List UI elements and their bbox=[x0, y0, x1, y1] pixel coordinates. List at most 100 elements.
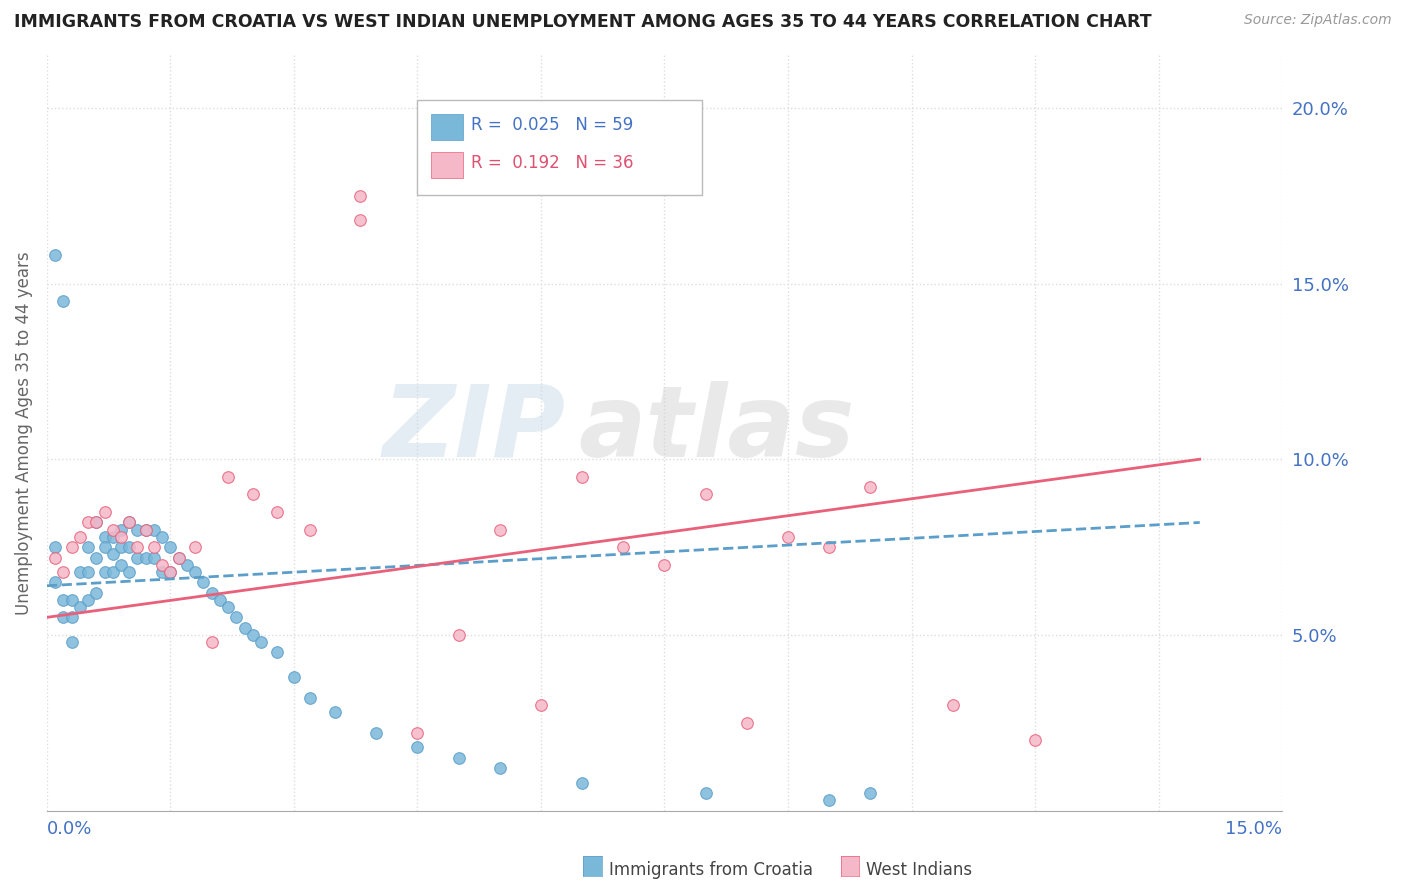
Point bbox=[77, 565, 100, 579]
Point bbox=[1024, 733, 1046, 747]
Y-axis label: Unemployment Among Ages 35 to 44 years: Unemployment Among Ages 35 to 44 years bbox=[15, 251, 32, 615]
Point bbox=[44, 248, 66, 262]
Point bbox=[110, 540, 132, 554]
Point bbox=[818, 793, 841, 807]
Point bbox=[299, 691, 322, 706]
Point bbox=[150, 565, 173, 579]
Text: IMMIGRANTS FROM CROATIA VS WEST INDIAN UNEMPLOYMENT AMONG AGES 35 TO 44 YEARS CO: IMMIGRANTS FROM CROATIA VS WEST INDIAN U… bbox=[14, 13, 1152, 31]
Point bbox=[118, 540, 141, 554]
Point bbox=[84, 586, 107, 600]
Text: atlas: atlas bbox=[578, 381, 855, 477]
Point bbox=[488, 761, 510, 775]
Point bbox=[571, 775, 593, 789]
Text: ZIP: ZIP bbox=[382, 381, 565, 477]
Text: R =  0.025   N = 59: R = 0.025 N = 59 bbox=[471, 116, 633, 135]
Text: West Indians: West Indians bbox=[866, 861, 972, 879]
Point bbox=[69, 529, 91, 543]
Point bbox=[349, 188, 371, 202]
Point bbox=[77, 516, 100, 530]
Point bbox=[488, 523, 510, 537]
Point bbox=[135, 550, 157, 565]
Point bbox=[84, 516, 107, 530]
Point bbox=[135, 523, 157, 537]
Point bbox=[118, 516, 141, 530]
Point bbox=[571, 470, 593, 484]
Point bbox=[110, 558, 132, 572]
Point bbox=[217, 599, 239, 614]
Point bbox=[142, 523, 165, 537]
Point bbox=[217, 470, 239, 484]
Point bbox=[366, 726, 388, 740]
Point bbox=[93, 540, 115, 554]
Point bbox=[150, 529, 173, 543]
Text: R =  0.192   N = 36: R = 0.192 N = 36 bbox=[471, 154, 633, 172]
Point bbox=[184, 565, 207, 579]
Point bbox=[447, 751, 470, 765]
Point bbox=[159, 565, 181, 579]
Text: 0.0%: 0.0% bbox=[46, 820, 93, 838]
Point bbox=[44, 575, 66, 590]
Point bbox=[77, 540, 100, 554]
Point bbox=[859, 480, 882, 494]
Point bbox=[242, 628, 264, 642]
Point bbox=[127, 550, 149, 565]
Point bbox=[167, 550, 190, 565]
Point bbox=[818, 540, 841, 554]
FancyBboxPatch shape bbox=[418, 101, 702, 195]
Point bbox=[242, 487, 264, 501]
Point bbox=[118, 565, 141, 579]
Point bbox=[60, 592, 83, 607]
Point bbox=[84, 550, 107, 565]
Point bbox=[101, 529, 124, 543]
Point bbox=[127, 540, 149, 554]
Text: 15.0%: 15.0% bbox=[1225, 820, 1282, 838]
Point bbox=[695, 786, 717, 800]
Point bbox=[127, 523, 149, 537]
Point bbox=[101, 547, 124, 561]
Point bbox=[176, 558, 198, 572]
Point bbox=[60, 610, 83, 624]
Point bbox=[612, 540, 634, 554]
Point bbox=[69, 565, 91, 579]
Point bbox=[118, 516, 141, 530]
Point bbox=[406, 740, 429, 755]
Point bbox=[142, 550, 165, 565]
Point bbox=[735, 715, 758, 730]
Point bbox=[44, 550, 66, 565]
Point bbox=[349, 213, 371, 227]
Point bbox=[200, 586, 222, 600]
Point bbox=[859, 786, 882, 800]
Point bbox=[93, 529, 115, 543]
Point bbox=[167, 550, 190, 565]
FancyBboxPatch shape bbox=[432, 114, 463, 140]
Point bbox=[52, 592, 75, 607]
Point bbox=[60, 540, 83, 554]
Point bbox=[942, 698, 965, 713]
Point bbox=[44, 540, 66, 554]
Point bbox=[93, 565, 115, 579]
Point bbox=[695, 487, 717, 501]
Point bbox=[299, 523, 322, 537]
Point bbox=[52, 565, 75, 579]
Text: Immigrants from Croatia: Immigrants from Croatia bbox=[609, 861, 813, 879]
Point bbox=[233, 621, 256, 635]
Point bbox=[266, 505, 288, 519]
Point bbox=[60, 635, 83, 649]
Point bbox=[52, 294, 75, 309]
FancyBboxPatch shape bbox=[432, 152, 463, 178]
Point bbox=[193, 575, 215, 590]
Point bbox=[776, 529, 799, 543]
Point bbox=[110, 529, 132, 543]
Point bbox=[93, 505, 115, 519]
Text: Source: ZipAtlas.com: Source: ZipAtlas.com bbox=[1244, 13, 1392, 28]
Point bbox=[150, 558, 173, 572]
Point bbox=[159, 540, 181, 554]
Point bbox=[135, 523, 157, 537]
Point bbox=[447, 628, 470, 642]
Point bbox=[225, 610, 247, 624]
Point bbox=[323, 705, 346, 719]
Point bbox=[283, 670, 305, 684]
Point bbox=[77, 592, 100, 607]
Point bbox=[266, 645, 288, 659]
Point bbox=[200, 635, 222, 649]
